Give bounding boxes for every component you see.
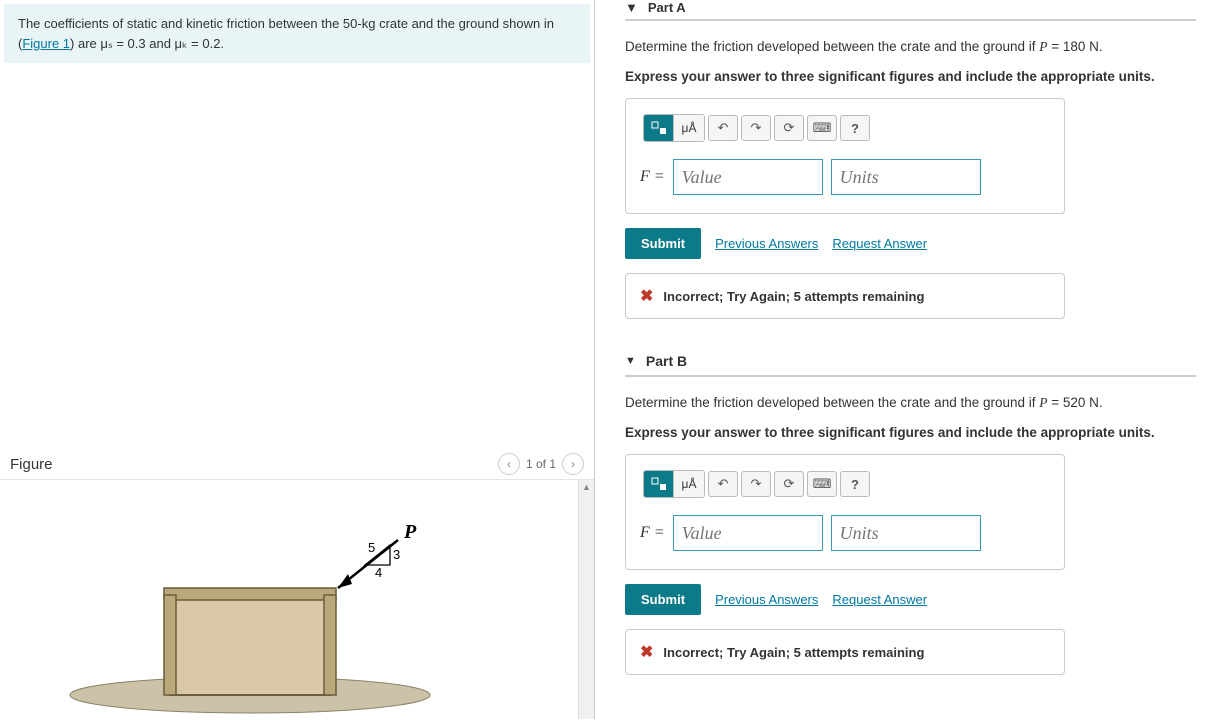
part-a-question: Determine the friction developed between…: [625, 39, 1196, 55]
part-b-answer-box: μÅ ↶ ↷ ⟳ ⌨ ? F =: [625, 454, 1065, 570]
part-b-title: Part B: [646, 353, 687, 369]
part-a-answer-box: μÅ ↶ ↷ ⟳ ⌨ ? F =: [625, 98, 1065, 214]
keyboard-button[interactable]: ⌨: [807, 471, 837, 497]
incorrect-icon: ✖: [640, 642, 653, 662]
figure-area: Figure ‹ 1 of 1 ›: [0, 67, 594, 719]
left-panel: The coefficients of static and kinetic f…: [0, 0, 595, 719]
figure-nav: ‹ 1 of 1 ›: [498, 453, 584, 475]
part-b-value-input[interactable]: [673, 515, 823, 551]
keyboard-button[interactable]: ⌨: [807, 115, 837, 141]
figure-header: Figure ‹ 1 of 1 ›: [0, 449, 594, 479]
part-a-var-label: F =: [640, 168, 665, 186]
part-b-request-answer-link[interactable]: Request Answer: [832, 592, 927, 607]
part-a-units-input[interactable]: [831, 159, 981, 195]
problem-statement: The coefficients of static and kinetic f…: [4, 4, 590, 63]
part-a-instruction: Express your answer to three significant…: [625, 69, 1196, 84]
part-a-header[interactable]: ▼ Part A: [625, 0, 1196, 21]
part-b-submit-button[interactable]: Submit: [625, 584, 701, 615]
figure-body: P 5 3 4 ▲: [0, 479, 594, 719]
figure-next-button[interactable]: ›: [562, 453, 584, 475]
figure-scrollbar[interactable]: ▲: [578, 480, 594, 719]
tri-opp: 3: [393, 547, 400, 562]
undo-button[interactable]: ↶: [708, 471, 738, 497]
part-b-body: Determine the friction developed between…: [625, 377, 1196, 703]
help-button[interactable]: ?: [840, 115, 870, 141]
force-label-P: P: [403, 521, 417, 543]
undo-button[interactable]: ↶: [708, 115, 738, 141]
part-b-units-input[interactable]: [831, 515, 981, 551]
part-b-feedback: ✖ Incorrect; Try Again; 5 attempts remai…: [625, 629, 1065, 675]
reset-button[interactable]: ⟳: [774, 471, 804, 497]
reset-button[interactable]: ⟳: [774, 115, 804, 141]
symbol-mu-button[interactable]: μÅ: [674, 115, 704, 141]
redo-button[interactable]: ↷: [741, 471, 771, 497]
tri-adj: 4: [375, 565, 382, 580]
part-a-submit-row: Submit Previous Answers Request Answer: [625, 228, 1196, 259]
part-b-instruction: Express your answer to three significant…: [625, 425, 1196, 440]
part-b-header[interactable]: ▼ Part B: [625, 347, 1196, 377]
scroll-down-icon[interactable]: [579, 494, 594, 508]
figure-title: Figure: [10, 456, 53, 473]
caret-down-icon: ▼: [625, 0, 638, 15]
template-button-1[interactable]: [644, 115, 674, 141]
part-a-toolbar: μÅ ↶ ↷ ⟳ ⌨ ?: [640, 111, 1050, 145]
help-button[interactable]: ?: [840, 471, 870, 497]
part-a-title: Part A: [648, 0, 686, 15]
part-a-answer-row: F =: [640, 159, 1050, 195]
caret-down-icon: ▼: [625, 355, 636, 367]
part-b-question: Determine the friction developed between…: [625, 395, 1196, 411]
redo-button[interactable]: ↷: [741, 115, 771, 141]
part-a-body: Determine the friction developed between…: [625, 21, 1196, 347]
scroll-up-icon[interactable]: ▲: [579, 480, 594, 494]
part-a-prev-answers-link[interactable]: Previous Answers: [715, 236, 818, 251]
figure-prev-button[interactable]: ‹: [498, 453, 520, 475]
figure-counter: 1 of 1: [526, 457, 556, 471]
part-b-answer-row: F =: [640, 515, 1050, 551]
part-b-var-label: F =: [640, 524, 665, 542]
template-tools: μÅ: [643, 470, 705, 498]
tri-hyp: 5: [368, 540, 375, 555]
part-b-toolbar: μÅ ↶ ↷ ⟳ ⌨ ?: [640, 467, 1050, 501]
figure-link[interactable]: Figure 1: [22, 36, 70, 51]
part-a-feedback-text: Incorrect; Try Again; 5 attempts remaini…: [663, 289, 924, 304]
part-a-feedback: ✖ Incorrect; Try Again; 5 attempts remai…: [625, 273, 1065, 319]
template-button-1[interactable]: [644, 471, 674, 497]
right-panel: ▼ Part A Determine the friction develope…: [595, 0, 1214, 719]
crate-diagram: P 5 3 4: [60, 510, 480, 720]
part-b-feedback-text: Incorrect; Try Again; 5 attempts remaini…: [663, 645, 924, 660]
part-b-prev-answers-link[interactable]: Previous Answers: [715, 592, 818, 607]
symbol-mu-button[interactable]: μÅ: [674, 471, 704, 497]
template-tools: μÅ: [643, 114, 705, 142]
part-a-request-answer-link[interactable]: Request Answer: [832, 236, 927, 251]
part-a-submit-button[interactable]: Submit: [625, 228, 701, 259]
part-b-submit-row: Submit Previous Answers Request Answer: [625, 584, 1196, 615]
problem-text-2: ) are μₛ = 0.3 and μₖ = 0.2.: [70, 36, 224, 51]
part-a-value-input[interactable]: [673, 159, 823, 195]
incorrect-icon: ✖: [640, 286, 653, 306]
